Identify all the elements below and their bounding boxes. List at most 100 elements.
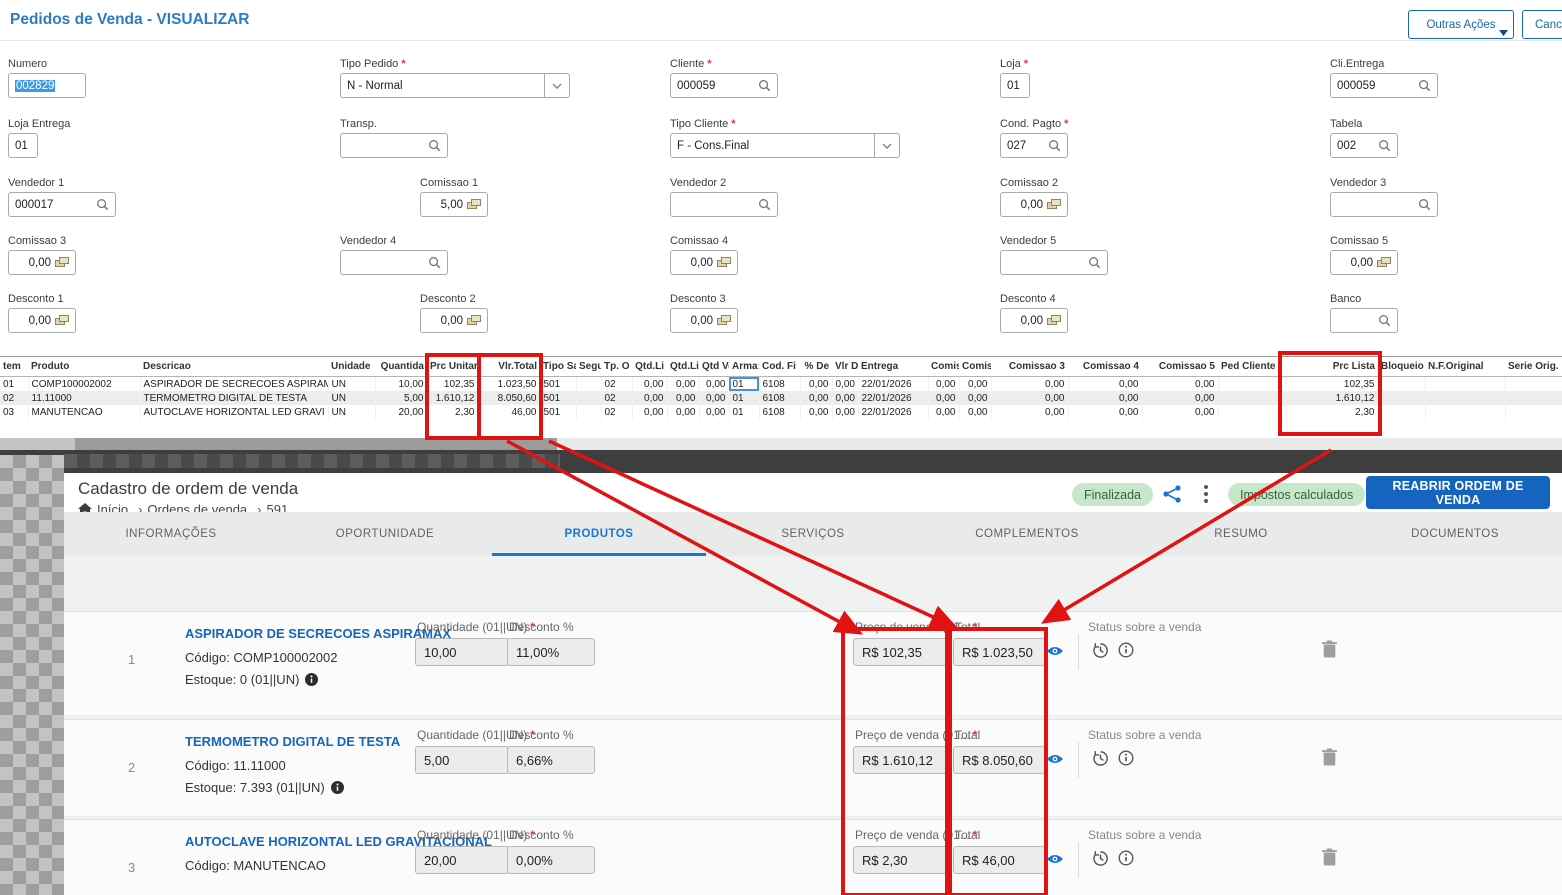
grid-col-header[interactable]: Bloqueio — [1378, 357, 1425, 377]
grid-cell[interactable] — [1505, 391, 1562, 405]
vendedor4-input[interactable] — [340, 250, 448, 275]
grid-cell[interactable]: 0,00 — [699, 376, 730, 391]
comissao4-input[interactable] — [670, 250, 738, 275]
product-name-link[interactable]: TERMOMETRO DIGITAL DE TESTA — [185, 734, 401, 749]
info-icon[interactable] — [1118, 642, 1134, 663]
product-name-link[interactable]: AUTOCLAVE HORIZONTAL LED GRAVITACIONAL — [185, 834, 492, 849]
grid-cell[interactable]: 02 — [601, 405, 633, 419]
grid-cell[interactable]: 0,00 — [959, 376, 992, 391]
grid-cell[interactable] — [1218, 376, 1286, 391]
grid-cell[interactable] — [1505, 405, 1562, 419]
cli-entrega-input[interactable] — [1330, 73, 1438, 98]
grid-cell[interactable]: 8.050,60 — [478, 391, 541, 405]
vendedor3-input[interactable] — [1330, 192, 1438, 217]
trash-icon[interactable] — [1322, 748, 1337, 771]
grid-row[interactable]: 02 11.11000 TERMOMETRO DIGITAL DE TESTA UN 5… — [0, 391, 1562, 405]
grid-cell[interactable]: 6108 — [759, 405, 801, 419]
grid-cell[interactable]: 501 — [540, 391, 577, 405]
grid-cell[interactable]: 0,00 — [632, 391, 668, 405]
cliente-input[interactable] — [670, 73, 778, 98]
grid-row[interactable]: 03 MANUTENCAO AUTOCLAVE HORIZONTAL LED GRA… — [0, 405, 1562, 419]
history-icon[interactable] — [1092, 750, 1109, 772]
grid-cell[interactable]: 0,00 — [832, 405, 859, 419]
total-input[interactable]: R$ 46,00 — [953, 846, 1045, 874]
grid-cell[interactable]: 0,00 — [1142, 405, 1219, 419]
grid-col-header[interactable]: Comissao 3 — [991, 357, 1068, 377]
grid-cell[interactable]: 0,00 — [928, 391, 960, 405]
loja-entrega-input[interactable] — [8, 133, 38, 158]
loja-input[interactable] — [1000, 73, 1030, 98]
grid-col-header[interactable]: Qtd Ve — [699, 357, 729, 377]
grid-cell[interactable]: 0,00 — [800, 405, 833, 419]
grid-cell[interactable] — [1378, 391, 1426, 405]
desconto1-input[interactable] — [8, 308, 76, 333]
trash-icon[interactable] — [1322, 640, 1337, 663]
grid-cell[interactable]: 0,00 — [800, 376, 833, 391]
grid-cell[interactable]: 03 — [0, 405, 29, 419]
grid-cell[interactable] — [1505, 376, 1562, 391]
scrollbar-segment[interactable] — [0, 438, 75, 450]
grid-cell[interactable]: 501 — [540, 376, 577, 391]
outras-acoes-button[interactable]: Outras Ações — [1408, 10, 1514, 39]
grid-col-header[interactable]: Comissao 5 — [1142, 357, 1218, 377]
grid-cell[interactable]: 0,00 — [632, 376, 668, 391]
grid-cell[interactable]: 0,00 — [667, 405, 700, 419]
grid-cell[interactable]: 20,00 — [375, 405, 428, 419]
grid-col-header[interactable]: Segur — [576, 357, 601, 377]
tabela-input[interactable] — [1330, 133, 1398, 158]
tab-oportunidade[interactable]: OPORTUNIDADE — [335, 528, 435, 540]
price-input[interactable]: R$ 2,30 — [853, 846, 950, 874]
vendedor5-input[interactable] — [1000, 250, 1108, 275]
grid-cell[interactable]: 22/01/2026 — [858, 405, 929, 419]
grid-cell[interactable] — [576, 376, 602, 391]
total-input[interactable]: R$ 1.023,50 — [953, 638, 1045, 666]
grid-col-header[interactable]: Serie Orig. — [1505, 357, 1562, 377]
vendedor1-input[interactable] — [8, 192, 116, 217]
grid-cell[interactable]: 0,00 — [832, 391, 859, 405]
grid-cell[interactable]: UN — [328, 391, 376, 405]
grid-col-header[interactable]: Entrega — [858, 357, 928, 377]
tipo-cliente-select[interactable]: F - Cons.Final — [670, 133, 900, 158]
grid-cell[interactable]: 0,00 — [1068, 405, 1143, 419]
vendedor2-input[interactable] — [670, 192, 778, 217]
grid-col-header[interactable]: Comis — [928, 357, 959, 377]
numero-input[interactable]: 002829 — [8, 73, 86, 98]
grid-cell[interactable]: 1.610,12 — [1285, 391, 1379, 405]
grid-cell[interactable]: AUTOCLAVE HORIZONTAL LED GRAVI — [140, 405, 329, 419]
grid-cell[interactable]: 02 — [601, 391, 633, 405]
tipo-pedido-select[interactable]: N - Normal — [340, 73, 570, 98]
grid-col-header[interactable]: Qtd.Li — [667, 357, 699, 377]
grid-cell[interactable]: 01 — [0, 376, 29, 391]
grid-cell[interactable]: 6108 — [759, 376, 801, 391]
grid-cell[interactable]: 0,00 — [1068, 376, 1143, 391]
grid-cell[interactable]: 0,00 — [928, 376, 960, 391]
grid-cell[interactable]: 0,00 — [959, 391, 992, 405]
grid-cell[interactable]: 02 — [0, 391, 29, 405]
grid-cell[interactable]: UN — [328, 405, 376, 419]
grid-cell[interactable]: 0,00 — [991, 391, 1069, 405]
stock-info-icon[interactable] — [330, 781, 344, 794]
grid-cell[interactable]: 0,00 — [667, 391, 700, 405]
grid-cell[interactable]: 0,00 — [800, 391, 833, 405]
grid-col-header[interactable]: Produto — [28, 357, 140, 377]
chevron-down-icon[interactable] — [874, 134, 899, 157]
grid-cell[interactable]: ASPIRADOR DE SECRECOES ASPIRAM — [140, 376, 329, 391]
grid-cell[interactable]: 0,00 — [991, 376, 1069, 391]
grid-cell[interactable]: 1.610,12 — [427, 391, 479, 405]
grid-col-header[interactable]: Ped Cliente — [1218, 357, 1285, 377]
grid-cell[interactable]: MANUTENCAO — [28, 405, 141, 419]
grid-col-header[interactable]: Comis — [959, 357, 991, 377]
transp-input[interactable] — [340, 133, 448, 158]
banco-input[interactable] — [1330, 308, 1398, 333]
eye-icon[interactable] — [1046, 752, 1064, 770]
grid-cell[interactable]: 22/01/2026 — [858, 391, 929, 405]
grid-col-header[interactable]: Quantida — [375, 357, 427, 377]
tab-produtos[interactable]: PRODUTOS — [492, 512, 706, 556]
grid-cell[interactable]: 2,30 — [427, 405, 479, 419]
grid-cell[interactable]: 0,00 — [832, 376, 859, 391]
grid-col-header[interactable]: Prc Lista — [1285, 357, 1378, 377]
grid-cell[interactable]: 0,00 — [632, 405, 668, 419]
scrollbar-thumb[interactable] — [75, 438, 557, 450]
tab-documentos[interactable]: DOCUMENTOS — [1411, 528, 1499, 540]
grid-cell[interactable]: 0,00 — [1068, 391, 1143, 405]
